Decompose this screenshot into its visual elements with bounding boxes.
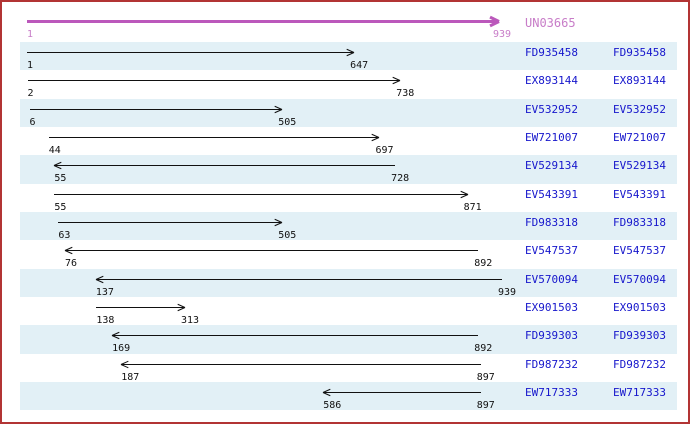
- accession-link[interactable]: EV547537: [525, 244, 578, 258]
- ruler-start-pos: 1: [27, 29, 34, 40]
- row-stripe-background: [20, 268, 677, 297]
- accession-link[interactable]: EX901503: [525, 300, 578, 314]
- alignment-arrow-left: [54, 165, 396, 167]
- accession-link-secondary[interactable]: FD983318: [613, 215, 666, 229]
- accession-link[interactable]: FD935458: [525, 46, 578, 59]
- accession-link-secondary[interactable]: FD939303: [613, 329, 666, 343]
- alignment-arrow-right: [58, 221, 283, 223]
- accession-link-secondary[interactable]: EV570094: [613, 272, 666, 286]
- accession-link[interactable]: EX893144: [525, 74, 578, 88]
- row-stripe-background: [20, 297, 677, 325]
- alignment-start-pos: 2: [27, 88, 34, 100]
- row-stripe-background: [20, 127, 677, 155]
- alignment-start-pos: 76: [64, 258, 78, 270]
- alignment-end-pos: 892: [474, 258, 493, 270]
- alignment-arrow-left: [64, 250, 479, 252]
- accession-link[interactable]: FD987232: [525, 357, 578, 371]
- accession-link[interactable]: FD939303: [525, 329, 578, 343]
- accession-link-secondary[interactable]: EV532952: [613, 102, 666, 116]
- alignment-row: 187 897 FD987232 FD987232: [2, 354, 688, 383]
- row-stripe-background: [20, 325, 677, 354]
- alignment-row: 6 505 EV532952 EV532952: [2, 98, 688, 128]
- row-stripe-background: [20, 354, 677, 382]
- alignment-end-pos: 313: [180, 314, 200, 326]
- accession-link-secondary[interactable]: FD935458: [613, 46, 666, 59]
- alignment-arrow-right: [27, 52, 355, 53]
- row-stripe-background: [20, 211, 677, 241]
- accession-link-secondary[interactable]: EW721007: [613, 130, 666, 144]
- alignment-end-pos: 738: [396, 88, 415, 100]
- alignment-arrow-right: [54, 193, 468, 195]
- row-stripe-background: [20, 98, 677, 127]
- alignment-end-pos: 505: [278, 116, 297, 128]
- alignment-end-pos: 897: [476, 399, 495, 411]
- alignment-row: 586 897 EW717333 EW717333: [2, 381, 688, 411]
- alignment-arrow-left: [112, 335, 479, 337]
- alignment-arrow-right: [96, 306, 185, 308]
- alignment-start-pos: 187: [121, 371, 140, 383]
- alignment-end-pos: 897: [476, 371, 495, 383]
- alignment-arrow-right: [48, 136, 380, 138]
- alignment-start-pos: 137: [95, 286, 114, 298]
- accession-link[interactable]: EW717333: [525, 385, 578, 399]
- accession-link-secondary[interactable]: EX893144: [613, 74, 666, 88]
- alignment-start-pos: 55: [54, 173, 67, 185]
- ruler-id-label: UN03665: [525, 16, 576, 30]
- alignment-arrow-left: [95, 278, 502, 280]
- alignment-end-pos: 871: [463, 201, 482, 213]
- accession-link-secondary[interactable]: FD987232: [613, 357, 666, 371]
- row-stripe-background: [20, 42, 677, 71]
- accession-link[interactable]: EV532952: [525, 102, 578, 116]
- alignment-start-pos: 138: [96, 314, 115, 326]
- alignment-start-pos: 169: [112, 343, 131, 355]
- alignment-row: 55 871 EV543391 EV543391: [2, 184, 688, 213]
- alignment-row: 44 697 EW721007 EW721007: [2, 127, 688, 156]
- ruler-end-pos: 939: [493, 29, 512, 40]
- accession-link[interactable]: EV543391: [525, 187, 578, 201]
- accession-link-secondary[interactable]: EW717333: [613, 385, 666, 399]
- alignment-arrow-right: [27, 80, 401, 82]
- accession-link[interactable]: EV529134: [525, 159, 578, 173]
- row-stripe-background: [20, 240, 677, 268]
- row-stripe-background: [20, 381, 677, 411]
- row-stripe-background: [20, 155, 677, 184]
- alignment-start-pos: 44: [48, 144, 61, 156]
- alignment-end-pos: 728: [391, 173, 410, 185]
- alignment-end-pos: 697: [375, 144, 394, 156]
- accession-link[interactable]: EV570094: [525, 272, 578, 286]
- alignment-arrow-left: [323, 391, 481, 393]
- alignment-start-pos: 6: [29, 116, 36, 128]
- alignment-arrow-right: [29, 108, 283, 110]
- alignment-end-pos: 505: [278, 229, 297, 241]
- accession-link-secondary[interactable]: EV543391: [613, 187, 666, 201]
- accession-link-secondary[interactable]: EV529134: [613, 159, 666, 173]
- alignment-end-pos: 647: [350, 60, 369, 71]
- row-stripe-background: [20, 70, 677, 98]
- alignment-start-pos: 63: [58, 229, 71, 241]
- accession-link[interactable]: FD983318: [525, 215, 578, 229]
- accession-link-secondary[interactable]: EV547537: [613, 244, 666, 258]
- alignment-arrow-left: [121, 363, 481, 365]
- accession-link-secondary[interactable]: EX901503: [613, 300, 666, 314]
- alignment-end-pos: 892: [474, 343, 493, 355]
- alignment-end-pos: 939: [498, 286, 517, 298]
- alignment-row: 137 939 EV570094 EV570094: [2, 268, 688, 298]
- alignment-start-pos: 1: [27, 60, 34, 71]
- alignment-row: 169 892 FD939303 FD939303: [2, 325, 688, 355]
- alignment-row: 1 647 FD935458 FD935458: [2, 42, 688, 71]
- row-stripe-background: [20, 184, 677, 212]
- accession-link[interactable]: EW721007: [525, 130, 578, 144]
- alignment-row: 63 505 FD983318 FD983318: [2, 211, 688, 241]
- alignment-row: 76 892 EV547537 EV547537: [2, 240, 688, 270]
- alignment-start-pos: 55: [54, 201, 67, 213]
- ruler-arrow: [27, 20, 498, 23]
- alignment-row: 2 738 EX893144 EX893144: [2, 70, 688, 100]
- alignment-start-pos: 586: [323, 399, 342, 411]
- alignment-row: 55 728 EV529134 EV529134: [2, 155, 688, 185]
- alignment-row: 138 313 EX901503 EX901503: [2, 297, 688, 326]
